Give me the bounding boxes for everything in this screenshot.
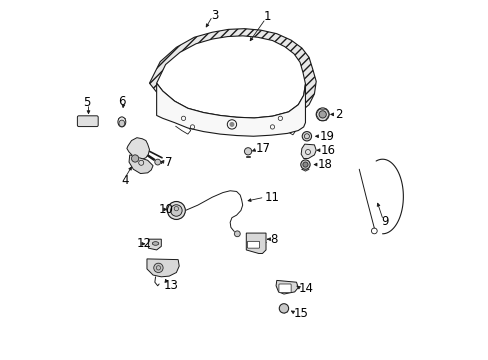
Polygon shape [156,83,305,136]
Text: 13: 13 [163,279,178,292]
Ellipse shape [118,117,125,127]
Text: 17: 17 [255,142,270,155]
Circle shape [234,231,240,237]
Circle shape [230,123,233,126]
Text: 1: 1 [264,10,271,23]
FancyBboxPatch shape [247,241,259,248]
Circle shape [167,202,185,220]
Text: 16: 16 [320,144,335,157]
Circle shape [303,162,307,167]
Text: 10: 10 [159,203,174,216]
Text: 3: 3 [210,9,218,22]
Circle shape [131,155,139,162]
Circle shape [170,205,182,216]
Circle shape [153,263,163,273]
Circle shape [300,160,309,169]
FancyBboxPatch shape [278,284,290,293]
Polygon shape [246,233,265,253]
Circle shape [319,111,325,118]
Text: 15: 15 [293,307,308,320]
Text: 7: 7 [164,156,172,169]
FancyBboxPatch shape [77,116,98,127]
Text: 9: 9 [381,215,388,228]
Text: 8: 8 [270,233,277,246]
Text: 12: 12 [137,237,152,250]
Text: 11: 11 [264,191,279,204]
Circle shape [155,159,160,165]
Circle shape [279,304,288,313]
Text: 4: 4 [121,174,129,186]
Text: 18: 18 [317,158,332,171]
Polygon shape [129,155,153,174]
Text: 19: 19 [319,130,334,143]
Ellipse shape [119,120,124,127]
Polygon shape [301,144,316,158]
Text: 6: 6 [118,95,125,108]
Polygon shape [301,169,308,171]
Ellipse shape [152,242,159,245]
Polygon shape [156,36,305,118]
Polygon shape [126,138,149,159]
Circle shape [244,148,251,155]
Circle shape [316,108,328,121]
Text: 14: 14 [298,282,313,295]
Text: 5: 5 [83,96,90,109]
Polygon shape [148,239,161,250]
Polygon shape [276,280,298,294]
Text: 2: 2 [334,108,342,121]
Circle shape [302,132,311,141]
Polygon shape [147,259,179,277]
Polygon shape [149,29,316,122]
